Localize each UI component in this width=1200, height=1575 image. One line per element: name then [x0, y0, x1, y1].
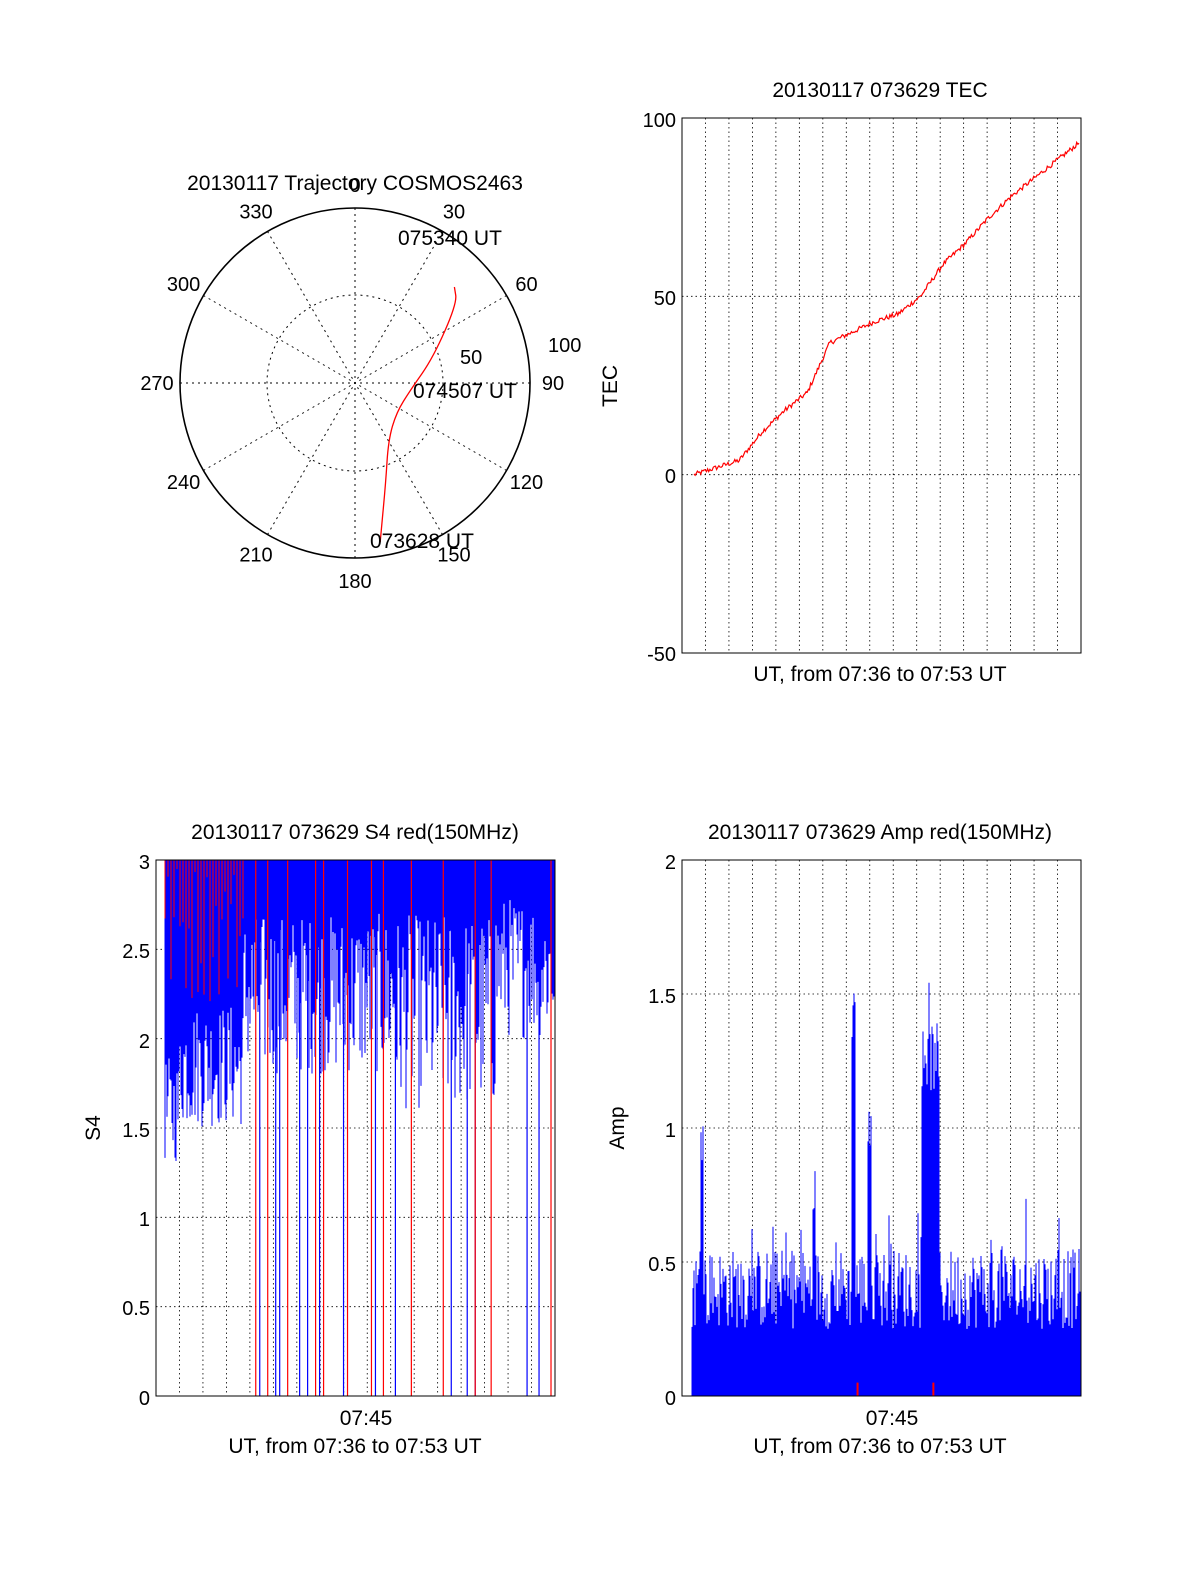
elevation-label-50: 50: [460, 347, 482, 369]
s4-ytick-0: 0: [139, 1388, 150, 1410]
azimuth-label: 240: [167, 472, 200, 494]
s4-ytick-1: 1: [139, 1209, 150, 1231]
s4-ylabel: S4: [82, 1115, 105, 1141]
s4-xlabel: UT, from 07:36 to 07:53 UT: [228, 1435, 481, 1458]
polar-inner-ring: [266, 294, 444, 472]
polar-azimuth-labels: 0 30 60 90 120 150 180 210 240 270 300 330: [140, 175, 564, 593]
azimuth-label: 120: [510, 472, 543, 494]
trajectory-panel: 20130117 Trajectory COSMOS2463 0 30 60 90 12…: [140, 172, 581, 593]
azimuth-label: 30: [443, 202, 465, 224]
s4-ytick-0-5: 0.5: [122, 1298, 150, 1320]
trajectory-label-end: 075340 UT: [398, 227, 502, 250]
amp-panel: 20130117 073629 Amp red(150MHz) 2 1.5 1 …: [606, 821, 1082, 1458]
azimuth-label: 330: [239, 202, 272, 224]
trajectory-label-start: 073628 UT: [370, 530, 474, 553]
s4-ytick-2-5: 2.5: [122, 941, 150, 963]
tec-grid: [682, 118, 1081, 653]
tec-ylabel: TEC: [599, 365, 622, 407]
azimuth-label: 300: [167, 274, 200, 296]
tec-panel: 20130117 073629 TEC 100 50 0 -50 TEC UT,…: [599, 79, 1082, 686]
tec-ytick-50: 50: [654, 288, 676, 310]
s4-xtick-0745: 07:45: [340, 1407, 393, 1430]
tec-ytick-100: 100: [643, 110, 676, 132]
tec-plot-frame: [681, 117, 1082, 654]
amp-series-spikes: [691, 982, 1081, 1396]
azimuth-label: 150: [437, 544, 470, 566]
trajectory-label-mid: 074507 UT: [413, 380, 517, 403]
tec-ytick-neg50: -50: [647, 644, 676, 666]
azimuth-label: 270: [140, 373, 173, 395]
trajectory-line: [379, 286, 457, 543]
amp-ytick-2: 2: [665, 852, 676, 874]
polar-spoke: [267, 231, 443, 535]
s4-ytick-1-5: 1.5: [122, 1120, 150, 1142]
azimuth-label: 210: [239, 544, 272, 566]
azimuth-label: 180: [338, 571, 371, 593]
s4-ytick-3: 3: [139, 852, 150, 874]
elevation-label-100: 100: [548, 335, 581, 357]
tec-ytick-0: 0: [665, 466, 676, 488]
azimuth-label: 0: [349, 175, 360, 197]
tec-series-line: [693, 140, 1080, 477]
amp-ytick-0-5: 0.5: [648, 1254, 676, 1276]
s4-panel: 20130117 073629 S4 red(150MHz) 3 2.5 2 1…: [82, 821, 556, 1458]
s4-ytick-2: 2: [139, 1031, 150, 1053]
amp-ytick-1: 1: [665, 1120, 676, 1142]
amp-ylabel: Amp: [606, 1106, 629, 1149]
s4-title: 20130117 073629 S4 red(150MHz): [191, 821, 519, 844]
amp-xtick-0745: 07:45: [866, 1407, 919, 1430]
tec-title: 20130117 073629 TEC: [772, 79, 987, 102]
amp-title: 20130117 073629 Amp red(150MHz): [708, 821, 1052, 844]
amp-ytick-1-5: 1.5: [648, 986, 676, 1008]
polar-grid: [179, 207, 531, 559]
azimuth-label: 90: [542, 373, 564, 395]
amp-plot-frame: [681, 859, 1082, 1397]
s4-series-spikes: [164, 860, 555, 1396]
trajectory-title: 20130117 Trajectory COSMOS2463: [187, 172, 523, 195]
amp-xlabel: UT, from 07:36 to 07:53 UT: [753, 1435, 1006, 1458]
tec-xlabel: UT, from 07:36 to 07:53 UT: [753, 663, 1006, 686]
amp-ytick-0: 0: [665, 1388, 676, 1410]
azimuth-label: 60: [515, 274, 537, 296]
s4-plot-frame: [155, 859, 556, 1397]
